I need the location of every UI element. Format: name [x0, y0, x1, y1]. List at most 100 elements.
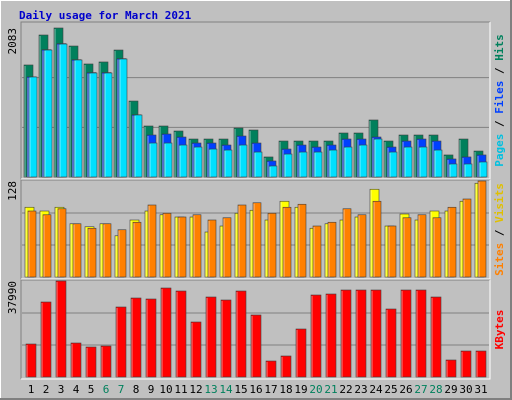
bar [267, 212, 277, 278]
bar [327, 221, 337, 278]
x-tick-label: 26 [399, 383, 412, 396]
bar [148, 142, 158, 178]
bar [340, 289, 352, 378]
x-tick-label: 25 [384, 383, 397, 396]
x-tick-label: 6 [103, 383, 110, 396]
x-tick-label: 29 [444, 383, 457, 396]
y-tick-label: 2083 [6, 28, 19, 55]
bar [205, 296, 217, 378]
bar [42, 214, 52, 278]
bar [298, 151, 308, 178]
bar [372, 200, 382, 278]
bar [132, 221, 142, 278]
bar [463, 163, 473, 178]
x-tick-label: 24 [369, 383, 383, 396]
bar [145, 298, 157, 378]
legend-entry: Sites [493, 243, 506, 276]
bar [357, 214, 367, 278]
bar [448, 163, 458, 178]
bar [268, 165, 278, 178]
bar [57, 208, 67, 278]
bar [388, 151, 398, 178]
bar [72, 223, 82, 278]
bar [433, 149, 443, 178]
panel-border [20, 279, 490, 379]
bar [100, 345, 112, 378]
bar [208, 148, 218, 178]
bar [402, 217, 412, 278]
panel-border [21, 280, 491, 380]
bar [295, 328, 307, 378]
y-tick-label: 128 [6, 181, 19, 201]
bar [147, 204, 157, 278]
legend: Sites / Visits [493, 183, 506, 276]
bar [162, 212, 172, 278]
bar [160, 287, 172, 378]
legend-entry: Visits [493, 183, 506, 223]
bar [222, 217, 232, 278]
x-tick-label: 13 [204, 383, 217, 396]
bar [175, 290, 187, 378]
x-tick-label: 18 [279, 383, 292, 396]
bar [462, 198, 472, 278]
bar [478, 161, 488, 178]
bar [283, 153, 293, 178]
bar [403, 146, 413, 178]
bar [430, 296, 442, 378]
legend-separator: / [493, 223, 506, 243]
bar [70, 342, 82, 378]
x-tick-label: 15 [234, 383, 247, 396]
bar [235, 290, 247, 378]
panel-border [20, 179, 490, 279]
bar [27, 210, 37, 278]
bar [343, 146, 353, 178]
x-tick-label: 23 [354, 383, 367, 396]
bar [400, 289, 412, 378]
x-tick-label: 22 [339, 383, 352, 396]
bar [190, 321, 202, 378]
bar [282, 206, 292, 278]
bar [102, 223, 112, 278]
x-tick-label: 7 [118, 383, 125, 396]
bar [87, 227, 97, 278]
panel-border [21, 180, 491, 280]
bar [133, 114, 143, 178]
bar [193, 146, 203, 178]
bar [237, 204, 247, 278]
bar [417, 214, 427, 278]
legend-entry: Hits [493, 34, 506, 61]
bar [192, 214, 202, 278]
x-tick-label: 30 [459, 383, 472, 396]
bar [178, 144, 188, 178]
bar [85, 346, 97, 378]
legend: Pages / Files / Hits [493, 34, 506, 167]
bar [342, 208, 352, 278]
bar [252, 202, 262, 278]
bar [297, 203, 307, 278]
x-tick-label: 20 [309, 383, 322, 396]
bar [250, 314, 262, 378]
bar [328, 149, 338, 178]
bar [223, 149, 233, 178]
bar [373, 138, 383, 178]
bar [447, 206, 457, 278]
x-tick-label: 8 [133, 383, 140, 396]
bar [475, 350, 487, 378]
bar [117, 229, 127, 278]
bar [418, 146, 428, 178]
x-tick-label: 21 [324, 383, 337, 396]
bar [177, 216, 187, 278]
x-tick-label: 16 [249, 383, 262, 396]
bar [445, 359, 457, 378]
bar [88, 72, 98, 178]
x-tick-label: 14 [219, 383, 233, 396]
bar [115, 306, 127, 378]
panel-border [21, 22, 491, 180]
x-tick-label: 3 [58, 383, 65, 396]
bar [370, 289, 382, 378]
bar [43, 49, 53, 178]
legend-separator: / [493, 61, 506, 81]
x-tick-label: 4 [73, 383, 80, 396]
bar [25, 343, 37, 378]
